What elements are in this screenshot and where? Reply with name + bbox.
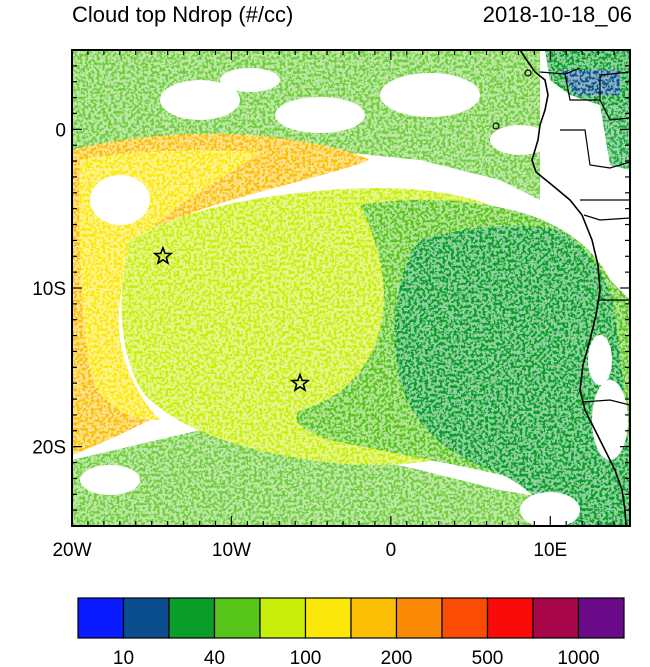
colorbar-label: 100 — [290, 648, 322, 667]
colorbar-box — [441, 597, 489, 639]
y-tick-label: 20S — [32, 438, 66, 459]
x-tick-label: 0 — [386, 540, 397, 561]
x-tick-label: 10W — [212, 540, 251, 561]
colorbar-label: 200 — [381, 648, 413, 667]
country-borders — [539, 67, 630, 406]
colorbar-label: 40 — [204, 648, 225, 667]
colorbar-box — [395, 597, 443, 639]
star-marker — [289, 372, 311, 392]
colorbar-box — [304, 597, 352, 639]
colorbar-box — [532, 597, 580, 639]
island — [524, 69, 532, 77]
colorbar-box — [259, 597, 307, 639]
y-tick-label: 0 — [55, 120, 66, 141]
star-marker — [152, 245, 174, 265]
x-tick-label: 10E — [533, 540, 567, 561]
colorbar-box — [486, 597, 534, 639]
coastline — [519, 50, 627, 526]
colorbar-label: 1000 — [557, 648, 599, 667]
map-timestamp: 2018-10-18_06 — [483, 2, 632, 27]
y-tick-label: 10S — [32, 279, 66, 300]
x-tick-label: 20W — [52, 540, 91, 561]
island — [492, 122, 500, 130]
colorbar-label: 500 — [472, 648, 504, 667]
colorbar-box — [350, 597, 398, 639]
colorbar-box — [168, 597, 216, 639]
colorbar-box — [213, 597, 261, 639]
colorbar-label: 10 — [113, 648, 134, 667]
colorbar-box — [577, 597, 625, 639]
map-title: Cloud top Ndrop (#/cc) — [72, 2, 293, 27]
ndrop-map — [72, 50, 630, 526]
colorbar: 10 40 100 200 500 1000 — [77, 597, 625, 667]
colorbar-box — [122, 597, 170, 639]
colorbar-box — [77, 597, 125, 639]
